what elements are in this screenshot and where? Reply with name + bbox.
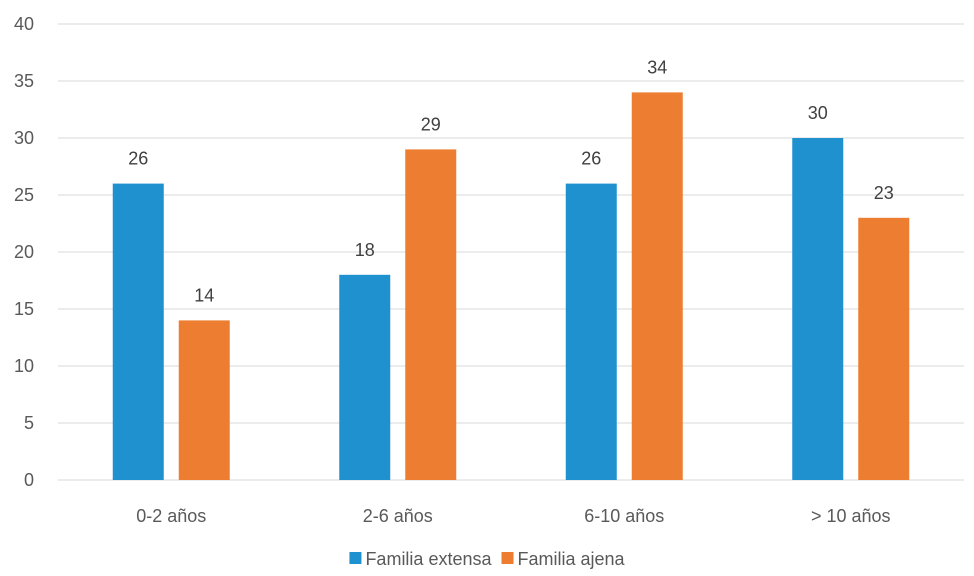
y-tick-label: 15 [14,299,34,319]
bar-familia-extensa [112,183,164,480]
legend: Familia extensa Familia ajena [349,549,626,569]
bars [112,92,910,481]
data-label: 34 [647,57,667,77]
legend-label: Familia ajena [518,549,626,569]
data-labels: 26 14 18 29 26 34 30 23 [128,57,894,305]
legend-label: Familia extensa [365,549,492,569]
legend-swatch [501,552,514,564]
x-tick-label: > 10 años [811,506,891,526]
y-tick-label: 40 [14,14,34,34]
data-label: 18 [355,240,375,260]
data-label: 30 [808,103,828,123]
x-axis-ticks: 0-2 años 2-6 años 6-10 años > 10 años [136,506,890,526]
data-label: 29 [421,114,441,134]
y-axis-ticks: 0 5 10 15 20 25 30 35 40 [14,14,34,490]
data-label: 26 [581,149,601,169]
data-label: 14 [194,285,214,305]
bar-familia-extensa [792,138,844,480]
legend-swatch [349,552,362,564]
bar-familia-ajena [858,217,910,481]
bar-familia-ajena [178,320,230,480]
bar-familia-extensa [339,274,391,480]
bar-familia-ajena [405,149,457,480]
y-tick-label: 5 [24,413,34,433]
y-tick-label: 30 [14,128,34,148]
x-tick-label: 0-2 años [136,506,206,526]
data-label: 23 [874,183,894,203]
y-tick-label: 35 [14,71,34,91]
bar-familia-extensa [565,183,617,480]
data-label: 26 [128,149,148,169]
y-tick-label: 0 [24,470,34,490]
x-tick-label: 6-10 años [584,506,664,526]
x-tick-label: 2-6 años [363,506,433,526]
y-tick-label: 20 [14,242,34,262]
y-tick-label: 25 [14,185,34,205]
y-tick-label: 10 [14,356,34,376]
bar-familia-ajena [631,92,683,481]
